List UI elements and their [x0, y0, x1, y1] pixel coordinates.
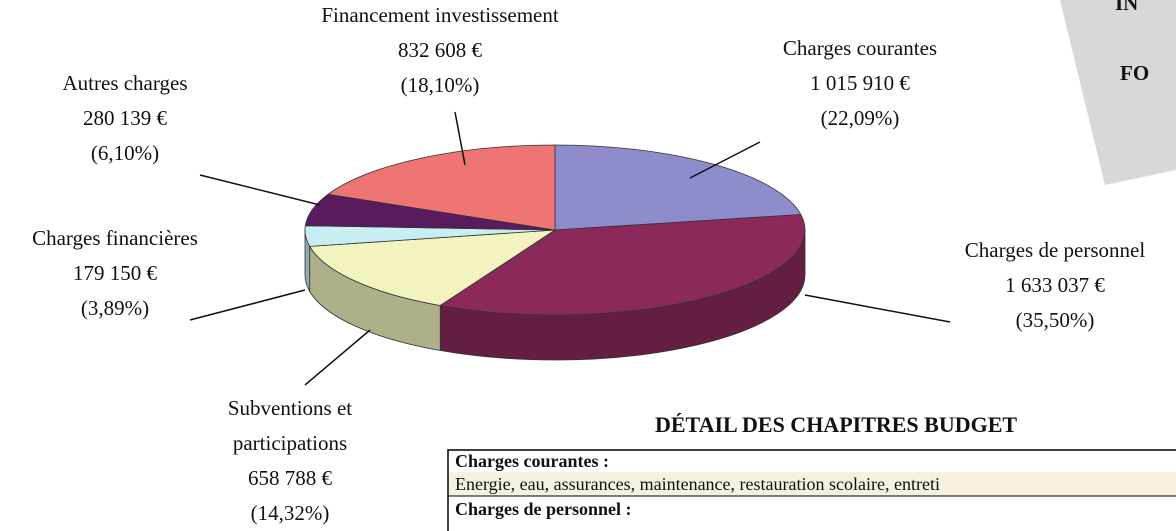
leader-line: [304, 329, 371, 386]
leader-line: [804, 294, 951, 323]
leader-line: [454, 111, 466, 166]
table-row: Charges courantes :: [455, 451, 609, 471]
pie-value-label: 1 633 037 €: [1005, 273, 1105, 297]
pie-percent-label: (18,10%): [401, 73, 480, 97]
pie-value-label: 658 788 €: [248, 466, 333, 490]
pie-percent-label: (3,89%): [81, 296, 149, 320]
pie-labels: Charges courantes 1 015 910 € (22,09%) Char…: [32, 3, 1145, 525]
leader-line: [199, 174, 321, 206]
table-row: Charges de personnel :: [455, 499, 632, 519]
pie-label-name: Autres charges: [63, 71, 188, 95]
pie-label-name: Subventions et participations: [228, 396, 352, 455]
side-box-line: FO: [1120, 61, 1149, 85]
pie-value-label: 1 015 910 €: [810, 71, 910, 95]
side-box: [1060, 0, 1176, 185]
table-row-bg: [449, 472, 1176, 496]
pie-percent-label: (35,50%): [1016, 308, 1095, 332]
pie-slice: [439, 214, 806, 316]
side-box-line: IN: [1115, 0, 1138, 15]
table-frame: [447, 449, 1176, 531]
pie: [304, 144, 806, 361]
pie-slice: [309, 229, 557, 306]
table-row: Energie, eau, assurances, maintenance, r…: [455, 474, 940, 494]
pie-label-name: Charges de personnel: [965, 238, 1146, 262]
pie-percent-label: (6,10%): [91, 141, 159, 165]
pie-label-name: Charges courantes: [783, 36, 937, 60]
leader-line: [689, 141, 761, 179]
section-heading: DÉTAIL DES CHAPITRES BUDGET: [655, 412, 1017, 437]
pie-label-name: Financement investissement: [321, 3, 559, 27]
pie-slice: [327, 144, 556, 231]
leader-line: [189, 289, 306, 321]
pie-percent-label: (22,09%): [821, 106, 900, 130]
pie-value-label: 832 608 €: [398, 38, 483, 62]
pie-value-label: 280 139 €: [83, 106, 168, 130]
pie-percent-label: (14,32%): [251, 501, 330, 525]
pie-label-name: Charges financières: [32, 226, 198, 250]
pie-value-label: 179 150 €: [73, 261, 158, 285]
